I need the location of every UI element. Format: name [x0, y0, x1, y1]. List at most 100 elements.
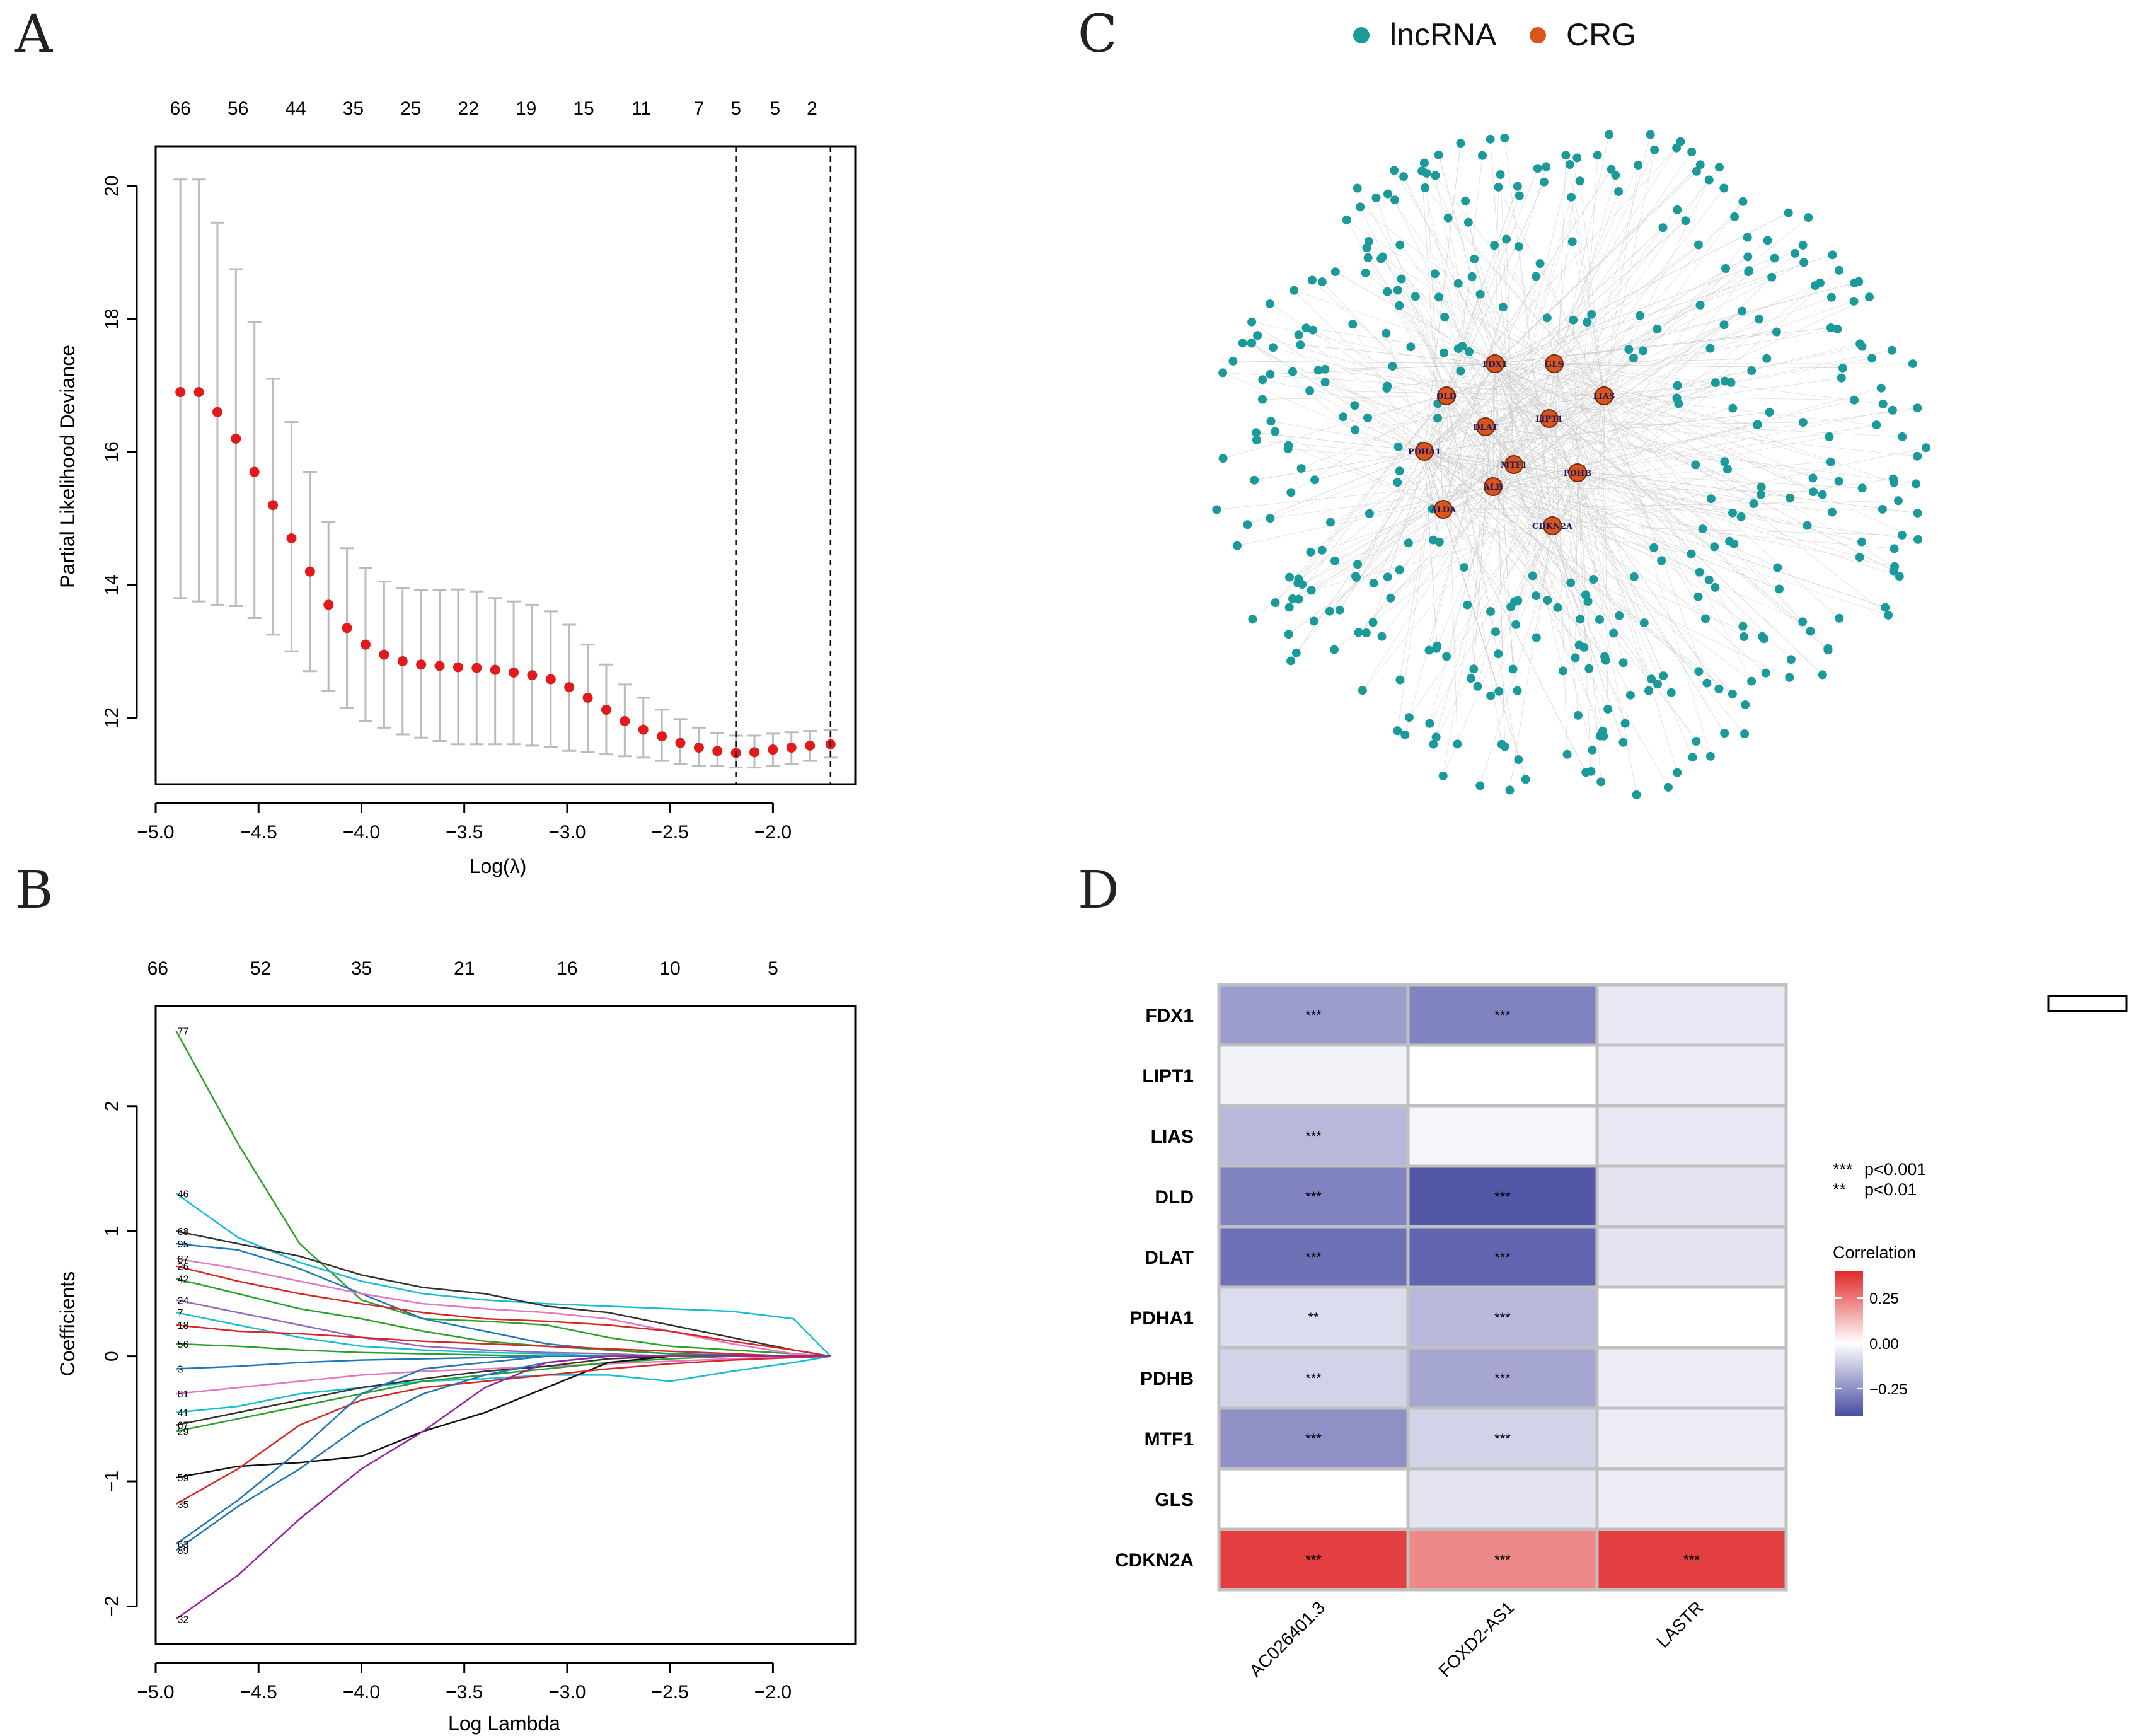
- y-tick-label: 14: [101, 574, 122, 595]
- lncrna-node: [1365, 509, 1374, 518]
- lncrna-node: [1266, 417, 1276, 426]
- lncrna-node: [1728, 690, 1737, 698]
- lncrna-node: [1395, 301, 1404, 310]
- panel-b-plot-frame: [154, 1005, 857, 1645]
- lncrna-node: [1440, 313, 1450, 322]
- lncrna-node: [1895, 572, 1904, 581]
- network-edge: [1549, 418, 1703, 529]
- network-edge: [1552, 525, 1581, 620]
- deviance-point: [712, 746, 723, 756]
- network-edge: [1468, 351, 1578, 473]
- heatmap-cell: [1595, 1467, 1788, 1531]
- lncrna-node: [1598, 726, 1607, 736]
- lncrna-node: [1636, 311, 1644, 320]
- path-label: 18: [178, 1321, 189, 1331]
- lncrna-node: [1463, 217, 1473, 227]
- deviance-point: [657, 731, 667, 742]
- network-edge: [1289, 395, 1447, 608]
- significance-mark: ***: [1305, 1007, 1322, 1023]
- lncrna-node: [1288, 367, 1297, 376]
- network-edge: [1256, 439, 1515, 465]
- path-label: 68: [178, 1227, 189, 1237]
- lncrna-node: [1583, 597, 1593, 606]
- colorbar-ticks: 0.25 0.00 −0.25: [1835, 1290, 1908, 1398]
- network-edge: [1443, 155, 1483, 510]
- significance-mark: ***: [1305, 1249, 1322, 1265]
- deviance-point: [416, 659, 427, 670]
- network-edge: [1492, 486, 1594, 580]
- network-edge: [1603, 395, 1832, 463]
- network-edge: [1494, 165, 1700, 364]
- lncrna-node: [1388, 362, 1397, 371]
- lncrna-node: [1395, 565, 1404, 575]
- lncrna-node: [1301, 323, 1311, 333]
- coefficient-path-81: [176, 1355, 831, 1395]
- lncrna-node: [1247, 317, 1257, 327]
- network-edge: [1603, 395, 1877, 425]
- x-tick-label: −5.0: [137, 822, 174, 843]
- lncrna-node: [1838, 363, 1847, 373]
- lncrna-node: [1609, 628, 1618, 638]
- lncrna-node: [1657, 556, 1666, 565]
- lncrna-node: [1494, 686, 1504, 696]
- lncrna-node: [1888, 405, 1897, 415]
- lncrna-node: [1596, 777, 1606, 787]
- lncrna-node: [1361, 269, 1370, 278]
- lncrna-node: [1562, 749, 1572, 759]
- network-edge: [1438, 154, 1496, 364]
- lncrna-node: [1754, 315, 1763, 324]
- crg-hub-node: [1543, 516, 1562, 535]
- lncrna-node: [1705, 344, 1715, 353]
- y-tick-label: −2: [101, 1595, 122, 1617]
- lncrna-node: [1515, 191, 1524, 200]
- network-edge: [1233, 361, 1496, 364]
- lncrna-node: [1395, 466, 1404, 476]
- deviance-point: [620, 715, 630, 726]
- lncrna-node: [1393, 442, 1403, 451]
- network-edge: [1424, 163, 1550, 419]
- deviance-point: [749, 747, 760, 758]
- lncrna-node: [1719, 183, 1729, 193]
- network-edge: [1446, 328, 1838, 396]
- lncrna-node: [1650, 145, 1659, 154]
- crg-hub-label: DLAT: [1473, 423, 1498, 432]
- network-edge: [1318, 370, 1494, 487]
- lncrna-node: [1834, 477, 1843, 486]
- network-edge: [1506, 239, 1515, 465]
- legend-lncrna-label: lncRNA: [1390, 17, 1497, 52]
- heatmap-cell: [1217, 1467, 1410, 1531]
- network-edge: [1577, 253, 1796, 473]
- panel-a-plot-frame: [154, 145, 857, 785]
- lncrna-node: [1614, 187, 1624, 196]
- panel-a-y-axis: 12 14 16 18 20: [101, 176, 138, 728]
- row-label-pdha1: PDHA1: [1129, 1308, 1194, 1329]
- row-label-mtf1: MTF1: [1145, 1429, 1194, 1450]
- deviance-point: [786, 743, 797, 753]
- lncrna-node: [1460, 563, 1468, 572]
- lncrna-node: [1730, 212, 1740, 221]
- lncrna-node: [1691, 460, 1700, 470]
- network-edge: [1275, 395, 1447, 603]
- lncrna-node: [1576, 615, 1585, 624]
- network-edge: [1293, 290, 1494, 487]
- network-edge: [1446, 168, 1538, 396]
- network-edge: [1443, 509, 1895, 549]
- network-edge: [1446, 395, 1669, 788]
- network-edge: [1251, 342, 1444, 510]
- lncrna-node: [1351, 425, 1360, 435]
- network-edge: [1314, 451, 1425, 480]
- network-edge: [1552, 478, 1893, 526]
- lncrna-node: [1421, 183, 1430, 192]
- crg-hub-node: [1595, 386, 1613, 405]
- lncrna-node: [1775, 584, 1784, 594]
- deviance-point: [361, 639, 371, 650]
- lncrna-node: [1406, 342, 1416, 352]
- lncrna-node: [1803, 521, 1812, 530]
- lncrna-node: [1600, 652, 1610, 661]
- lncrna-node: [1393, 286, 1402, 295]
- crg-hub-label: PDHA1: [1408, 448, 1441, 457]
- lncrna-node: [1646, 130, 1655, 139]
- lncrna-node: [1720, 729, 1729, 738]
- lncrna-node: [1715, 163, 1724, 172]
- lncrna-node: [1252, 428, 1261, 437]
